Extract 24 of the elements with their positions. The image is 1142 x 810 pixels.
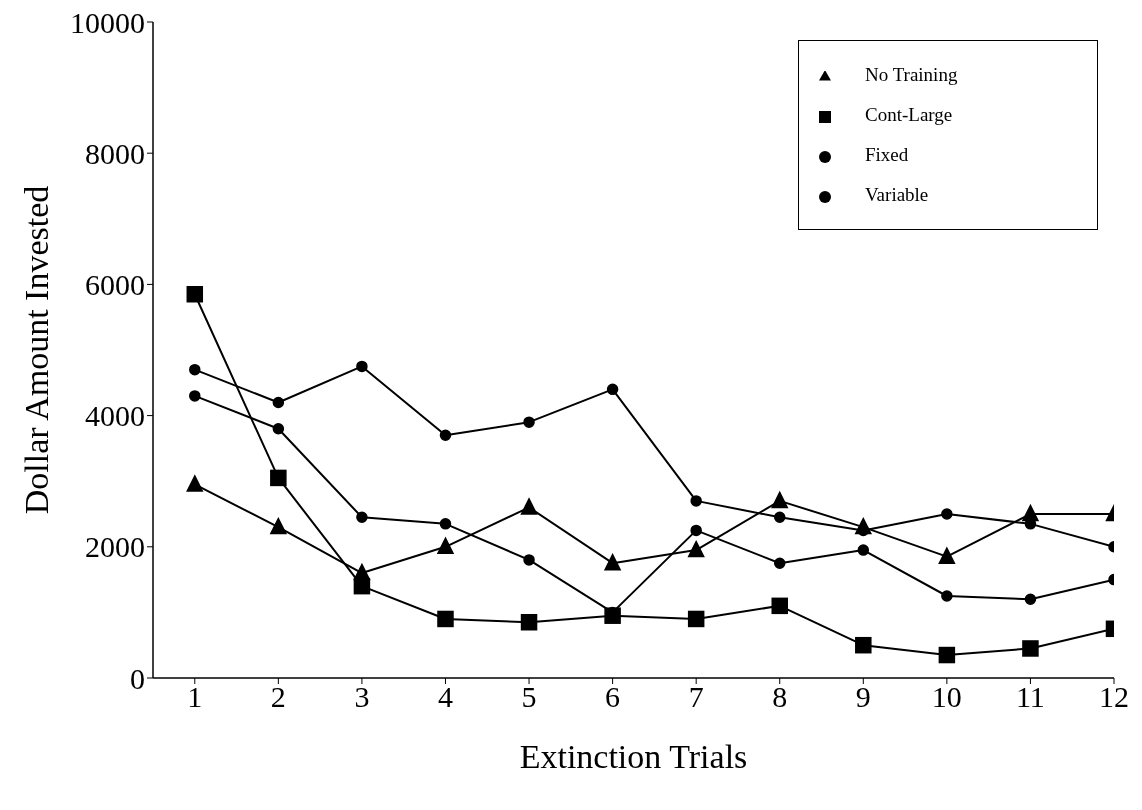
x-tick-label: 3	[354, 680, 370, 714]
y-tick-label: 6000	[85, 268, 145, 302]
x-tick-label: 6	[605, 680, 621, 714]
y-tick-label: 2000	[85, 530, 145, 564]
legend-label: Cont-Large	[865, 104, 953, 125]
x-tick-label: 11	[1015, 680, 1045, 714]
x-tick-label: 7	[688, 680, 704, 714]
y-tick-label: 10000	[70, 5, 145, 39]
x-tick-label: 8	[772, 680, 788, 714]
x-tick-label: 12	[1099, 680, 1129, 714]
y-tick-label: 0	[130, 661, 145, 695]
y-tick-label: 8000	[85, 136, 145, 170]
y-axis-title: Dollar Amount Invested	[18, 185, 56, 515]
x-tick-label: 5	[521, 680, 537, 714]
legend-label: No Training	[865, 64, 958, 85]
y-tick-label: 4000	[85, 399, 145, 433]
legend-label: Fixed	[865, 144, 909, 165]
x-tick-label: 4	[437, 680, 453, 714]
x-tick-label: 2	[270, 680, 286, 714]
x-axis-title: Extinction Trials	[519, 738, 748, 775]
x-tick-label: 9	[855, 680, 871, 714]
x-tick-label: 1	[187, 680, 203, 714]
x-tick-label: 10	[931, 680, 962, 714]
legend-label: Variable	[865, 184, 929, 205]
